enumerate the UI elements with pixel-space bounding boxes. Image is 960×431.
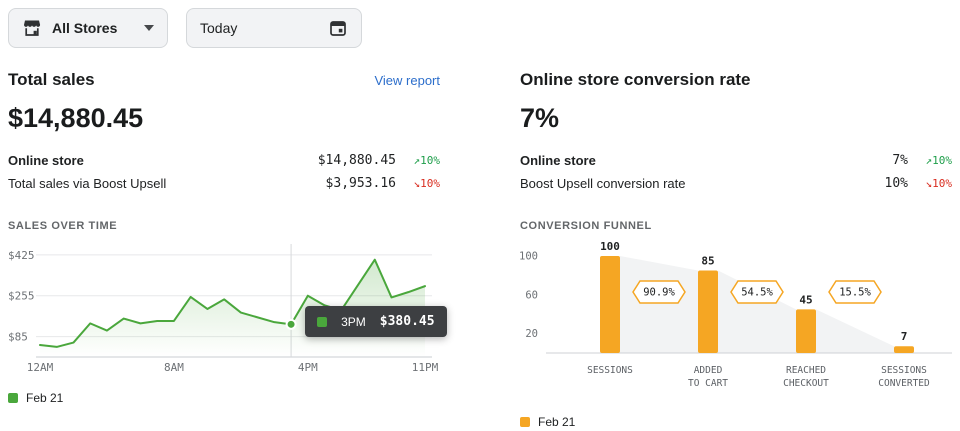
svg-text:$85: $85: [8, 331, 28, 344]
store-selector-label: All Stores: [52, 20, 118, 36]
svg-text:100: 100: [600, 240, 620, 253]
row-value: $14,880.45: [317, 153, 396, 168]
sales-breakdown: Online store $14,880.45 ↗10% Total sales…: [8, 149, 440, 195]
total-sales-card: Total sales View report $14,880.45 Onlin…: [8, 70, 447, 405]
svg-text:SESSIONS: SESSIONS: [881, 365, 927, 376]
svg-text:90.9%: 90.9%: [643, 287, 675, 299]
funnel-chart-canvas: 20 60 100 100 SESSIONS 85 ADDED TO CART 45 REACHE…: [519, 240, 952, 389]
date-range-label: Today: [200, 20, 238, 36]
svg-text:20: 20: [525, 328, 538, 340]
conversion-row-online-store: Online store 7% ↗10%: [520, 149, 952, 172]
row-change-badge: ↗10%: [925, 154, 953, 167]
sales-row-online-store: Online store $14,880.45 ↗10%: [8, 149, 440, 172]
date-range-selector[interactable]: Today: [186, 8, 362, 48]
tooltip-time: 3PM: [341, 314, 366, 329]
legend-label: Feb 21: [26, 391, 64, 405]
view-report-link[interactable]: View report: [374, 73, 440, 88]
legend-swatch: [8, 393, 18, 403]
row-label: Boost Upsell conversion rate: [520, 176, 686, 191]
tooltip-series-swatch: [317, 316, 328, 327]
svg-text:$255: $255: [8, 290, 35, 303]
row-label: Total sales via Boost Upsell: [8, 176, 167, 191]
conversion-rate-value: 7%: [520, 103, 560, 133]
row-value: $3,953.16: [325, 176, 396, 191]
svg-text:7: 7: [901, 330, 908, 343]
conversion-rate-card: Online store conversion rate 7% Online s…: [519, 70, 952, 429]
legend-label: Feb 21: [538, 415, 576, 429]
svg-text:TO CART: TO CART: [688, 378, 728, 389]
sales-row-boost-upsell: Total sales via Boost Upsell $3,953.16 ↘…: [8, 172, 440, 195]
chart-tooltip: 3PM $380.45: [305, 306, 447, 337]
total-sales-title: Total sales: [8, 70, 95, 89]
svg-text:15.5%: 15.5%: [839, 287, 871, 299]
svg-text:54.5%: 54.5%: [741, 287, 773, 299]
svg-text:85: 85: [701, 255, 714, 268]
row-value: 10%: [884, 176, 908, 191]
svg-text:ADDED: ADDED: [694, 365, 723, 376]
conversion-rate-title: Online store conversion rate: [520, 70, 751, 89]
svg-text:REACHED: REACHED: [786, 365, 826, 376]
row-change-badge: ↘10%: [925, 177, 953, 190]
svg-text:11PM: 11PM: [412, 361, 439, 374]
sales-chart-legend: Feb 21: [8, 391, 440, 405]
row-change-badge: ↘10%: [413, 177, 441, 190]
conversion-funnel-heading: CONVERSION FUNNEL: [520, 220, 652, 232]
svg-text:4PM: 4PM: [298, 361, 318, 374]
chevron-down-icon: [144, 25, 154, 31]
svg-text:100: 100: [520, 251, 538, 263]
row-change-badge: ↗10%: [413, 154, 441, 167]
svg-text:SESSIONS: SESSIONS: [587, 365, 633, 376]
store-selector[interactable]: All Stores: [8, 8, 168, 48]
store-icon: [22, 18, 42, 38]
svg-text:8AM: 8AM: [164, 361, 184, 374]
svg-text:CONVERTED: CONVERTED: [878, 378, 930, 389]
conversion-breakdown: Online store 7% ↗10% Boost Upsell conver…: [520, 149, 952, 195]
tooltip-value: $380.45: [379, 314, 435, 329]
row-value: 7%: [892, 153, 908, 168]
svg-text:CHECKOUT: CHECKOUT: [783, 378, 829, 389]
conversion-funnel-chart[interactable]: 20 60 100 100 SESSIONS 85 ADDED TO CART 45 REACHE…: [519, 240, 952, 409]
topbar: All Stores Today: [8, 8, 362, 48]
legend-swatch: [520, 417, 530, 427]
calendar-icon: [328, 18, 348, 38]
sales-over-time-heading: SALES OVER TIME: [8, 220, 118, 232]
svg-text:60: 60: [525, 289, 538, 301]
funnel-chart-legend: Feb 21: [520, 415, 952, 429]
conversion-row-boost-upsell: Boost Upsell conversion rate 10% ↘10%: [520, 172, 952, 195]
row-label: Online store: [8, 153, 84, 168]
svg-text:45: 45: [799, 293, 812, 306]
svg-text:$425: $425: [8, 249, 35, 262]
row-label: Online store: [520, 153, 596, 168]
total-sales-value: $14,880.45: [8, 103, 144, 133]
sales-line-chart[interactable]: $85 $255 $425 12AM 8AM 4PM 11PM 3PM $380.45: [8, 240, 447, 385]
svg-text:12AM: 12AM: [27, 361, 54, 374]
